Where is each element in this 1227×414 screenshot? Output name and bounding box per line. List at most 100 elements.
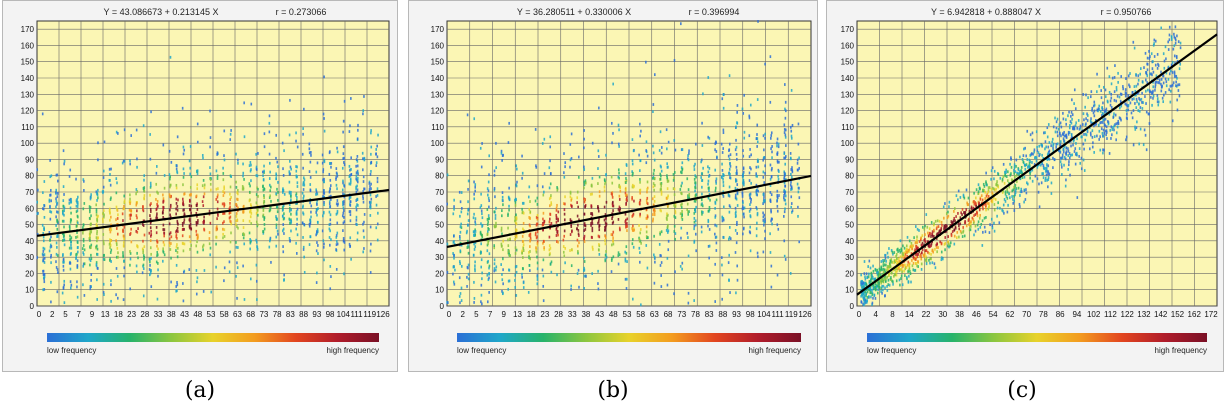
data-point bbox=[879, 270, 881, 274]
data-point bbox=[1003, 181, 1006, 185]
data-point bbox=[336, 209, 339, 213]
y-tick-label: 80 bbox=[435, 172, 444, 181]
data-point bbox=[229, 138, 232, 142]
data-point bbox=[481, 271, 483, 275]
data-point bbox=[1131, 116, 1134, 120]
data-point bbox=[687, 158, 690, 162]
data-point bbox=[790, 188, 792, 191]
data-point bbox=[763, 198, 765, 201]
data-point bbox=[49, 245, 52, 249]
data-point bbox=[182, 152, 185, 156]
data-point bbox=[755, 172, 758, 176]
data-point bbox=[666, 176, 668, 180]
data-point bbox=[122, 219, 124, 222]
data-point bbox=[610, 270, 613, 273]
data-point bbox=[350, 156, 352, 160]
data-point bbox=[190, 204, 193, 208]
data-point bbox=[714, 214, 717, 218]
x-tick-label: 7 bbox=[76, 310, 81, 319]
data-point bbox=[597, 220, 600, 223]
data-point bbox=[268, 121, 271, 125]
data-point bbox=[315, 281, 318, 284]
data-point bbox=[122, 251, 124, 254]
regression-equation: Y = 43.086673 + 0.213145 X bbox=[104, 7, 219, 17]
data-point bbox=[163, 231, 165, 235]
data-point bbox=[888, 247, 890, 250]
data-point bbox=[892, 282, 894, 286]
data-point bbox=[702, 92, 704, 96]
data-point bbox=[169, 208, 171, 212]
y-tick-label: 80 bbox=[25, 172, 34, 181]
data-point bbox=[1155, 74, 1158, 78]
data-point bbox=[776, 151, 779, 155]
regression-line bbox=[36, 188, 390, 237]
data-point bbox=[115, 293, 117, 297]
data-point bbox=[667, 165, 669, 169]
data-point bbox=[933, 262, 936, 266]
data-point bbox=[659, 177, 662, 181]
data-point bbox=[950, 220, 953, 223]
data-point bbox=[1116, 125, 1119, 129]
data-point bbox=[1109, 103, 1112, 107]
data-point bbox=[707, 224, 709, 228]
data-point bbox=[62, 254, 64, 258]
data-point bbox=[611, 191, 614, 194]
data-point bbox=[460, 299, 463, 302]
data-point bbox=[714, 236, 717, 239]
data-point bbox=[898, 260, 900, 264]
data-point bbox=[216, 174, 219, 178]
data-point bbox=[316, 271, 318, 275]
data-point bbox=[956, 236, 958, 240]
data-point bbox=[296, 207, 299, 211]
data-point bbox=[495, 141, 497, 145]
data-point bbox=[349, 204, 352, 207]
data-point bbox=[1152, 70, 1155, 74]
data-point bbox=[625, 176, 627, 180]
data-point bbox=[182, 202, 184, 205]
data-point bbox=[1106, 66, 1109, 70]
data-point bbox=[495, 221, 497, 225]
data-point bbox=[916, 247, 918, 250]
data-point bbox=[919, 238, 922, 242]
data-point bbox=[236, 218, 239, 222]
data-point bbox=[90, 193, 92, 197]
data-point bbox=[277, 232, 279, 236]
data-point bbox=[97, 267, 99, 270]
data-point bbox=[303, 183, 306, 187]
data-point bbox=[208, 237, 211, 240]
data-point bbox=[639, 169, 641, 173]
data-point bbox=[356, 155, 359, 158]
data-point bbox=[183, 212, 186, 216]
data-point bbox=[41, 112, 44, 116]
data-point bbox=[945, 212, 948, 215]
data-point bbox=[536, 278, 539, 281]
data-point bbox=[262, 213, 265, 217]
data-point bbox=[82, 237, 85, 241]
data-point bbox=[1068, 110, 1070, 114]
data-point bbox=[933, 228, 935, 232]
data-point bbox=[487, 180, 490, 184]
data-point bbox=[149, 133, 151, 136]
data-point bbox=[502, 153, 504, 157]
data-point bbox=[1033, 162, 1036, 166]
data-point bbox=[996, 214, 998, 218]
data-point bbox=[660, 254, 662, 258]
data-point bbox=[523, 229, 525, 232]
data-point bbox=[363, 247, 365, 250]
data-point bbox=[948, 200, 951, 204]
data-point bbox=[776, 199, 778, 203]
data-point bbox=[277, 180, 279, 184]
data-point bbox=[102, 257, 105, 261]
data-point bbox=[529, 257, 531, 261]
data-point bbox=[328, 227, 331, 231]
data-point bbox=[928, 258, 930, 262]
data-point bbox=[343, 184, 346, 188]
data-point bbox=[1036, 177, 1039, 181]
data-point bbox=[927, 244, 930, 248]
data-point bbox=[1019, 190, 1022, 194]
data-point bbox=[1113, 98, 1116, 102]
data-point bbox=[660, 187, 662, 191]
data-point bbox=[577, 251, 579, 255]
data-point bbox=[42, 276, 45, 280]
data-point bbox=[276, 229, 279, 233]
